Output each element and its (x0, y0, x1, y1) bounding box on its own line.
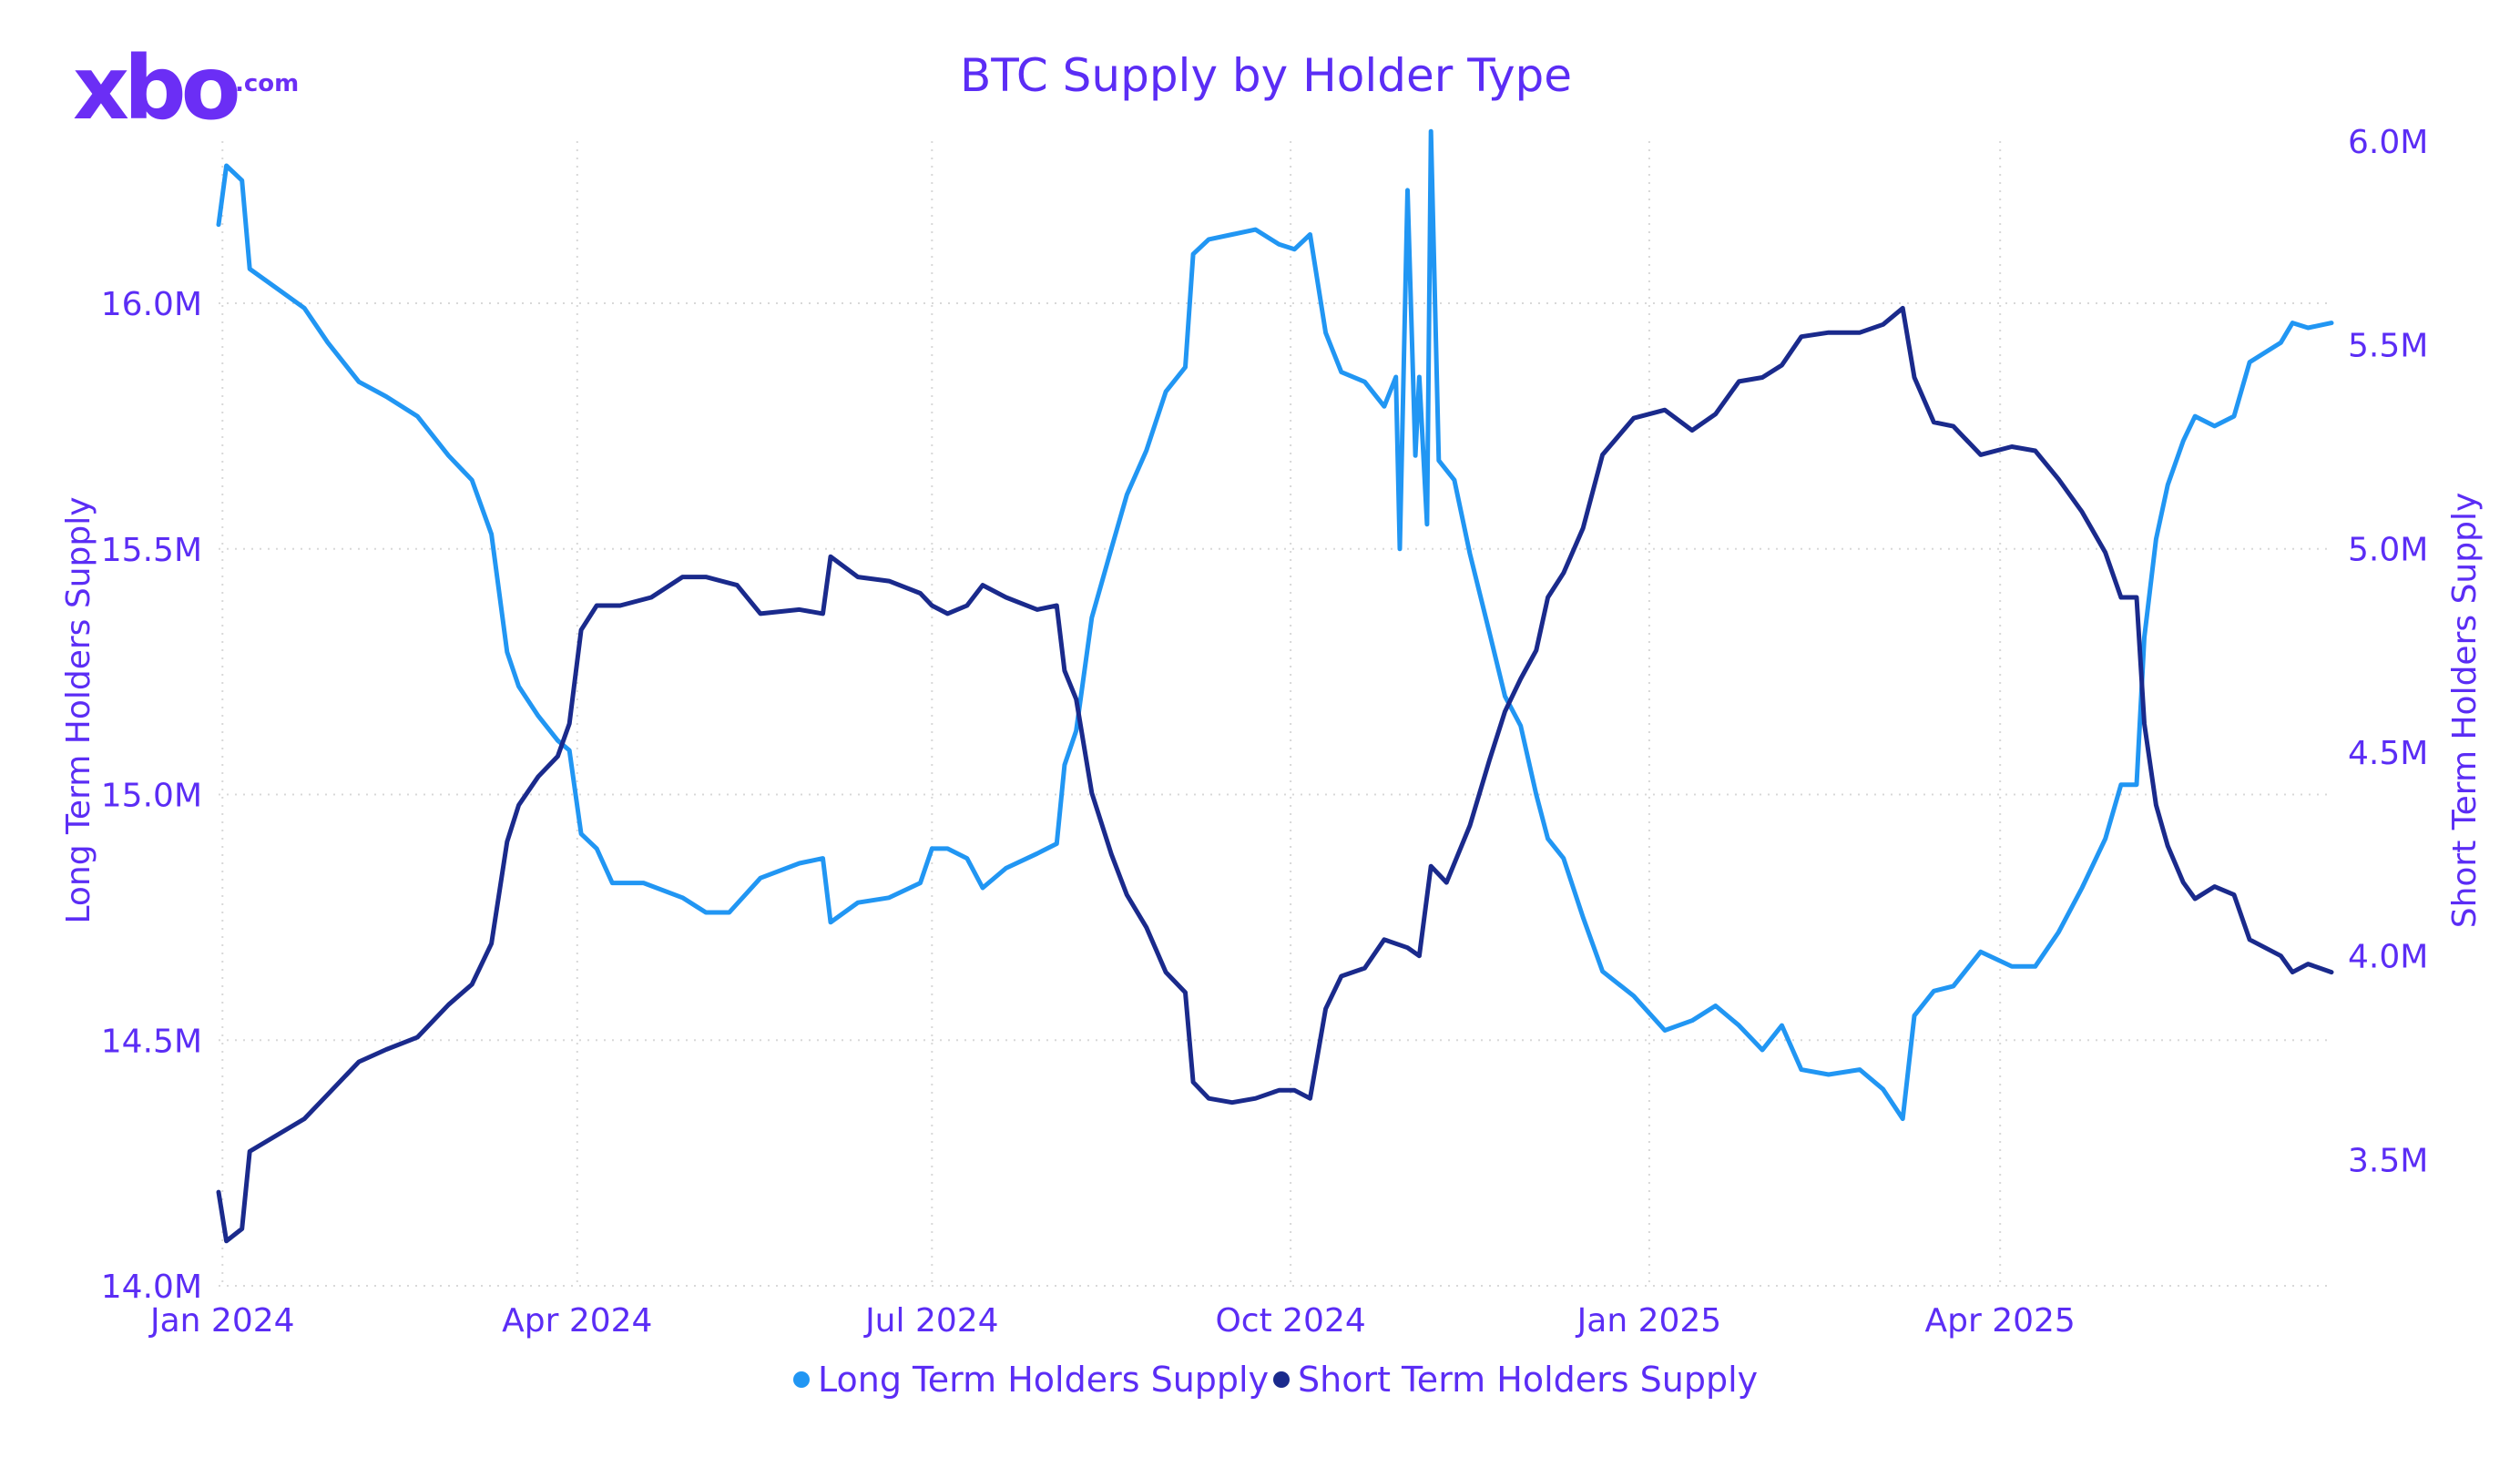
left-y-tick-label: 15.0M (101, 778, 202, 815)
right-y-tick-label: 5.5M (2348, 328, 2428, 365)
right-y-axis-ticks: 3.5M 4.0M 4.5M 5.0M 5.5M 6.0M (2348, 124, 2428, 1179)
left-y-tick-label: 16.0M (101, 286, 202, 323)
logo-text: xbo (73, 37, 238, 139)
legend-marker-short-term (1273, 1371, 1290, 1388)
short-term-holders-line (216, 305, 2334, 1244)
legend: Long Term Holders Supply Short Term Hold… (793, 1360, 1758, 1400)
xbo-logo[interactable]: xbo .com (73, 37, 299, 139)
legend-label-short-term: Short Term Holders Supply (1298, 1360, 1758, 1400)
right-y-tick-label: 4.0M (2348, 939, 2428, 976)
logo-suffix: .com (235, 70, 299, 97)
x-tick-label: Apr 2025 (1924, 1302, 2075, 1340)
x-axis-ticks: Jan 2024 Apr 2024 Jul 2024 Oct 2024 Jan 2025… (148, 1302, 2076, 1340)
left-y-tick-label: 14.5M (101, 1023, 202, 1060)
x-tick-label: Jan 2024 (148, 1302, 295, 1340)
right-y-axis-label: Short Term Holders Supply (2446, 493, 2484, 929)
left-y-tick-label: 14.0M (101, 1269, 202, 1306)
x-tick-label: Jul 2024 (863, 1302, 999, 1340)
series-lines (216, 128, 2334, 1244)
right-y-tick-label: 6.0M (2348, 124, 2428, 161)
vertical-gridlines (221, 141, 2002, 1286)
legend-item-long-term[interactable]: Long Term Holders Supply (793, 1360, 1269, 1400)
chart-title: BTC Supply by Holder Type (960, 49, 1572, 102)
x-tick-label: Jan 2025 (1576, 1302, 1722, 1340)
left-y-axis-label: Long Term Holders Supply (60, 496, 97, 923)
left-y-axis-ticks: 14.0M 14.5M 15.0M 15.5M 16.0M (101, 286, 202, 1306)
x-tick-label: Oct 2024 (1215, 1302, 1365, 1340)
horizontal-gridlines (219, 302, 2331, 1287)
legend-label-long-term: Long Term Holders Supply (818, 1360, 1269, 1400)
x-tick-label: Apr 2024 (502, 1302, 652, 1340)
long-term-holders-line (216, 128, 2334, 1122)
right-y-tick-label: 3.5M (2348, 1142, 2428, 1179)
legend-marker-long-term (793, 1371, 810, 1388)
right-y-tick-label: 5.0M (2348, 531, 2428, 568)
legend-item-short-term[interactable]: Short Term Holders Supply (1273, 1360, 1758, 1400)
right-y-tick-label: 4.5M (2348, 735, 2428, 772)
left-y-tick-label: 15.5M (101, 532, 202, 569)
